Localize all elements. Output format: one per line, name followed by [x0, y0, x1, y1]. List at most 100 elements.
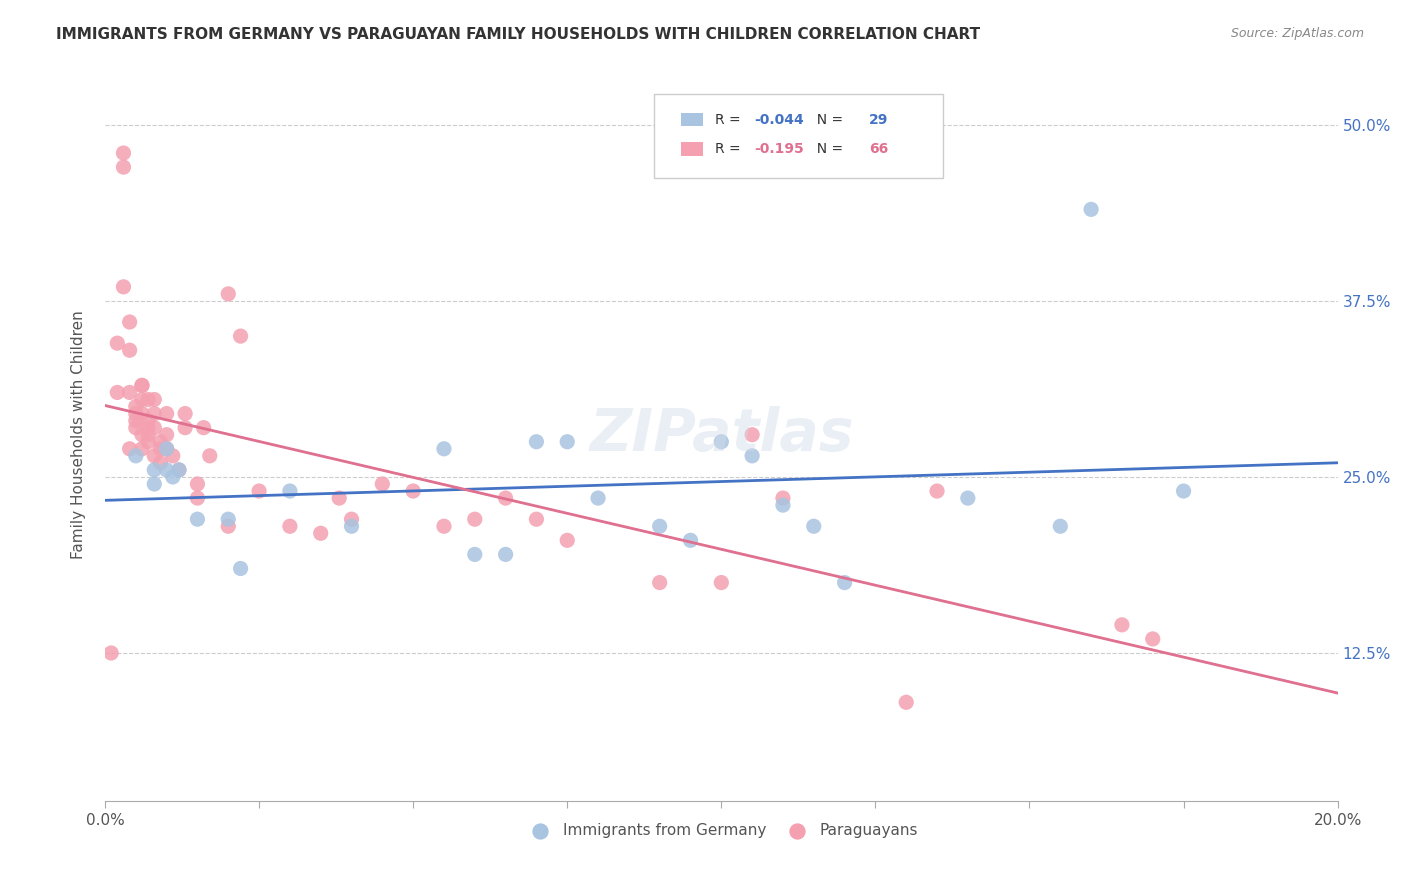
- Point: [125, 414, 148, 428]
- Point: [679, 533, 702, 548]
- Point: [174, 420, 197, 434]
- Text: IMMIGRANTS FROM GERMANY VS PARAGUAYAN FAMILY HOUSEHOLDS WITH CHILDREN CORRELATIO: IMMIGRANTS FROM GERMANY VS PARAGUAYAN FA…: [56, 27, 980, 42]
- Point: [112, 146, 135, 161]
- Text: N =: N =: [807, 142, 846, 156]
- Point: [186, 477, 208, 491]
- Point: [278, 519, 301, 533]
- Point: [278, 483, 301, 498]
- Point: [956, 491, 979, 505]
- Point: [131, 378, 153, 392]
- Point: [495, 491, 517, 505]
- Point: [340, 519, 363, 533]
- Point: [433, 519, 456, 533]
- Point: [112, 160, 135, 174]
- Point: [710, 575, 733, 590]
- Point: [118, 385, 141, 400]
- Point: [186, 491, 208, 505]
- Point: [118, 315, 141, 329]
- Point: [131, 407, 153, 421]
- Point: [193, 420, 215, 434]
- Legend: Immigrants from Germany, Paraguayans: Immigrants from Germany, Paraguayans: [519, 817, 924, 845]
- Point: [586, 491, 609, 505]
- Point: [710, 434, 733, 449]
- Point: [217, 519, 239, 533]
- Point: [143, 420, 166, 434]
- Point: [131, 392, 153, 407]
- Point: [464, 512, 486, 526]
- Point: [229, 561, 252, 575]
- Point: [118, 343, 141, 358]
- Point: [371, 477, 394, 491]
- Point: [309, 526, 332, 541]
- Point: [143, 449, 166, 463]
- Point: [125, 449, 148, 463]
- Point: [143, 463, 166, 477]
- Point: [125, 420, 148, 434]
- Point: [217, 286, 239, 301]
- Point: [328, 491, 350, 505]
- Point: [100, 646, 122, 660]
- Point: [217, 512, 239, 526]
- Text: R =: R =: [716, 142, 749, 156]
- Point: [648, 519, 671, 533]
- Text: 29: 29: [869, 112, 889, 127]
- Point: [143, 407, 166, 421]
- Point: [741, 427, 763, 442]
- Y-axis label: Family Households with Children: Family Households with Children: [72, 310, 86, 559]
- Point: [1173, 483, 1195, 498]
- Point: [162, 449, 184, 463]
- Point: [105, 385, 128, 400]
- Point: [526, 434, 548, 449]
- Point: [149, 442, 172, 456]
- Point: [648, 575, 671, 590]
- Point: [834, 575, 856, 590]
- Point: [247, 483, 270, 498]
- Point: [772, 491, 794, 505]
- Text: ZIPatlas: ZIPatlas: [589, 406, 853, 463]
- Point: [464, 548, 486, 562]
- Point: [149, 434, 172, 449]
- FancyBboxPatch shape: [681, 143, 703, 156]
- Point: [526, 512, 548, 526]
- Point: [402, 483, 425, 498]
- Text: R =: R =: [716, 112, 745, 127]
- Point: [156, 427, 179, 442]
- Point: [112, 280, 135, 294]
- Point: [340, 512, 363, 526]
- Point: [555, 434, 578, 449]
- Point: [131, 427, 153, 442]
- Point: [495, 548, 517, 562]
- Point: [136, 414, 159, 428]
- Point: [156, 442, 179, 456]
- Point: [156, 463, 179, 477]
- Point: [433, 442, 456, 456]
- Point: [803, 519, 825, 533]
- Point: [1111, 617, 1133, 632]
- Point: [156, 407, 179, 421]
- Point: [1080, 202, 1102, 217]
- Point: [125, 400, 148, 414]
- Point: [162, 470, 184, 484]
- Text: -0.195: -0.195: [755, 142, 804, 156]
- Point: [143, 477, 166, 491]
- Point: [167, 463, 190, 477]
- Point: [741, 449, 763, 463]
- Point: [125, 407, 148, 421]
- Point: [118, 442, 141, 456]
- FancyBboxPatch shape: [654, 95, 943, 178]
- Point: [131, 442, 153, 456]
- Point: [555, 533, 578, 548]
- Point: [167, 463, 190, 477]
- Point: [198, 449, 221, 463]
- Point: [136, 434, 159, 449]
- Point: [143, 392, 166, 407]
- Text: N =: N =: [807, 112, 846, 127]
- Text: 66: 66: [869, 142, 889, 156]
- Point: [186, 512, 208, 526]
- Point: [772, 498, 794, 512]
- Point: [149, 456, 172, 470]
- Point: [896, 695, 918, 709]
- Point: [136, 420, 159, 434]
- Point: [925, 483, 948, 498]
- Point: [156, 442, 179, 456]
